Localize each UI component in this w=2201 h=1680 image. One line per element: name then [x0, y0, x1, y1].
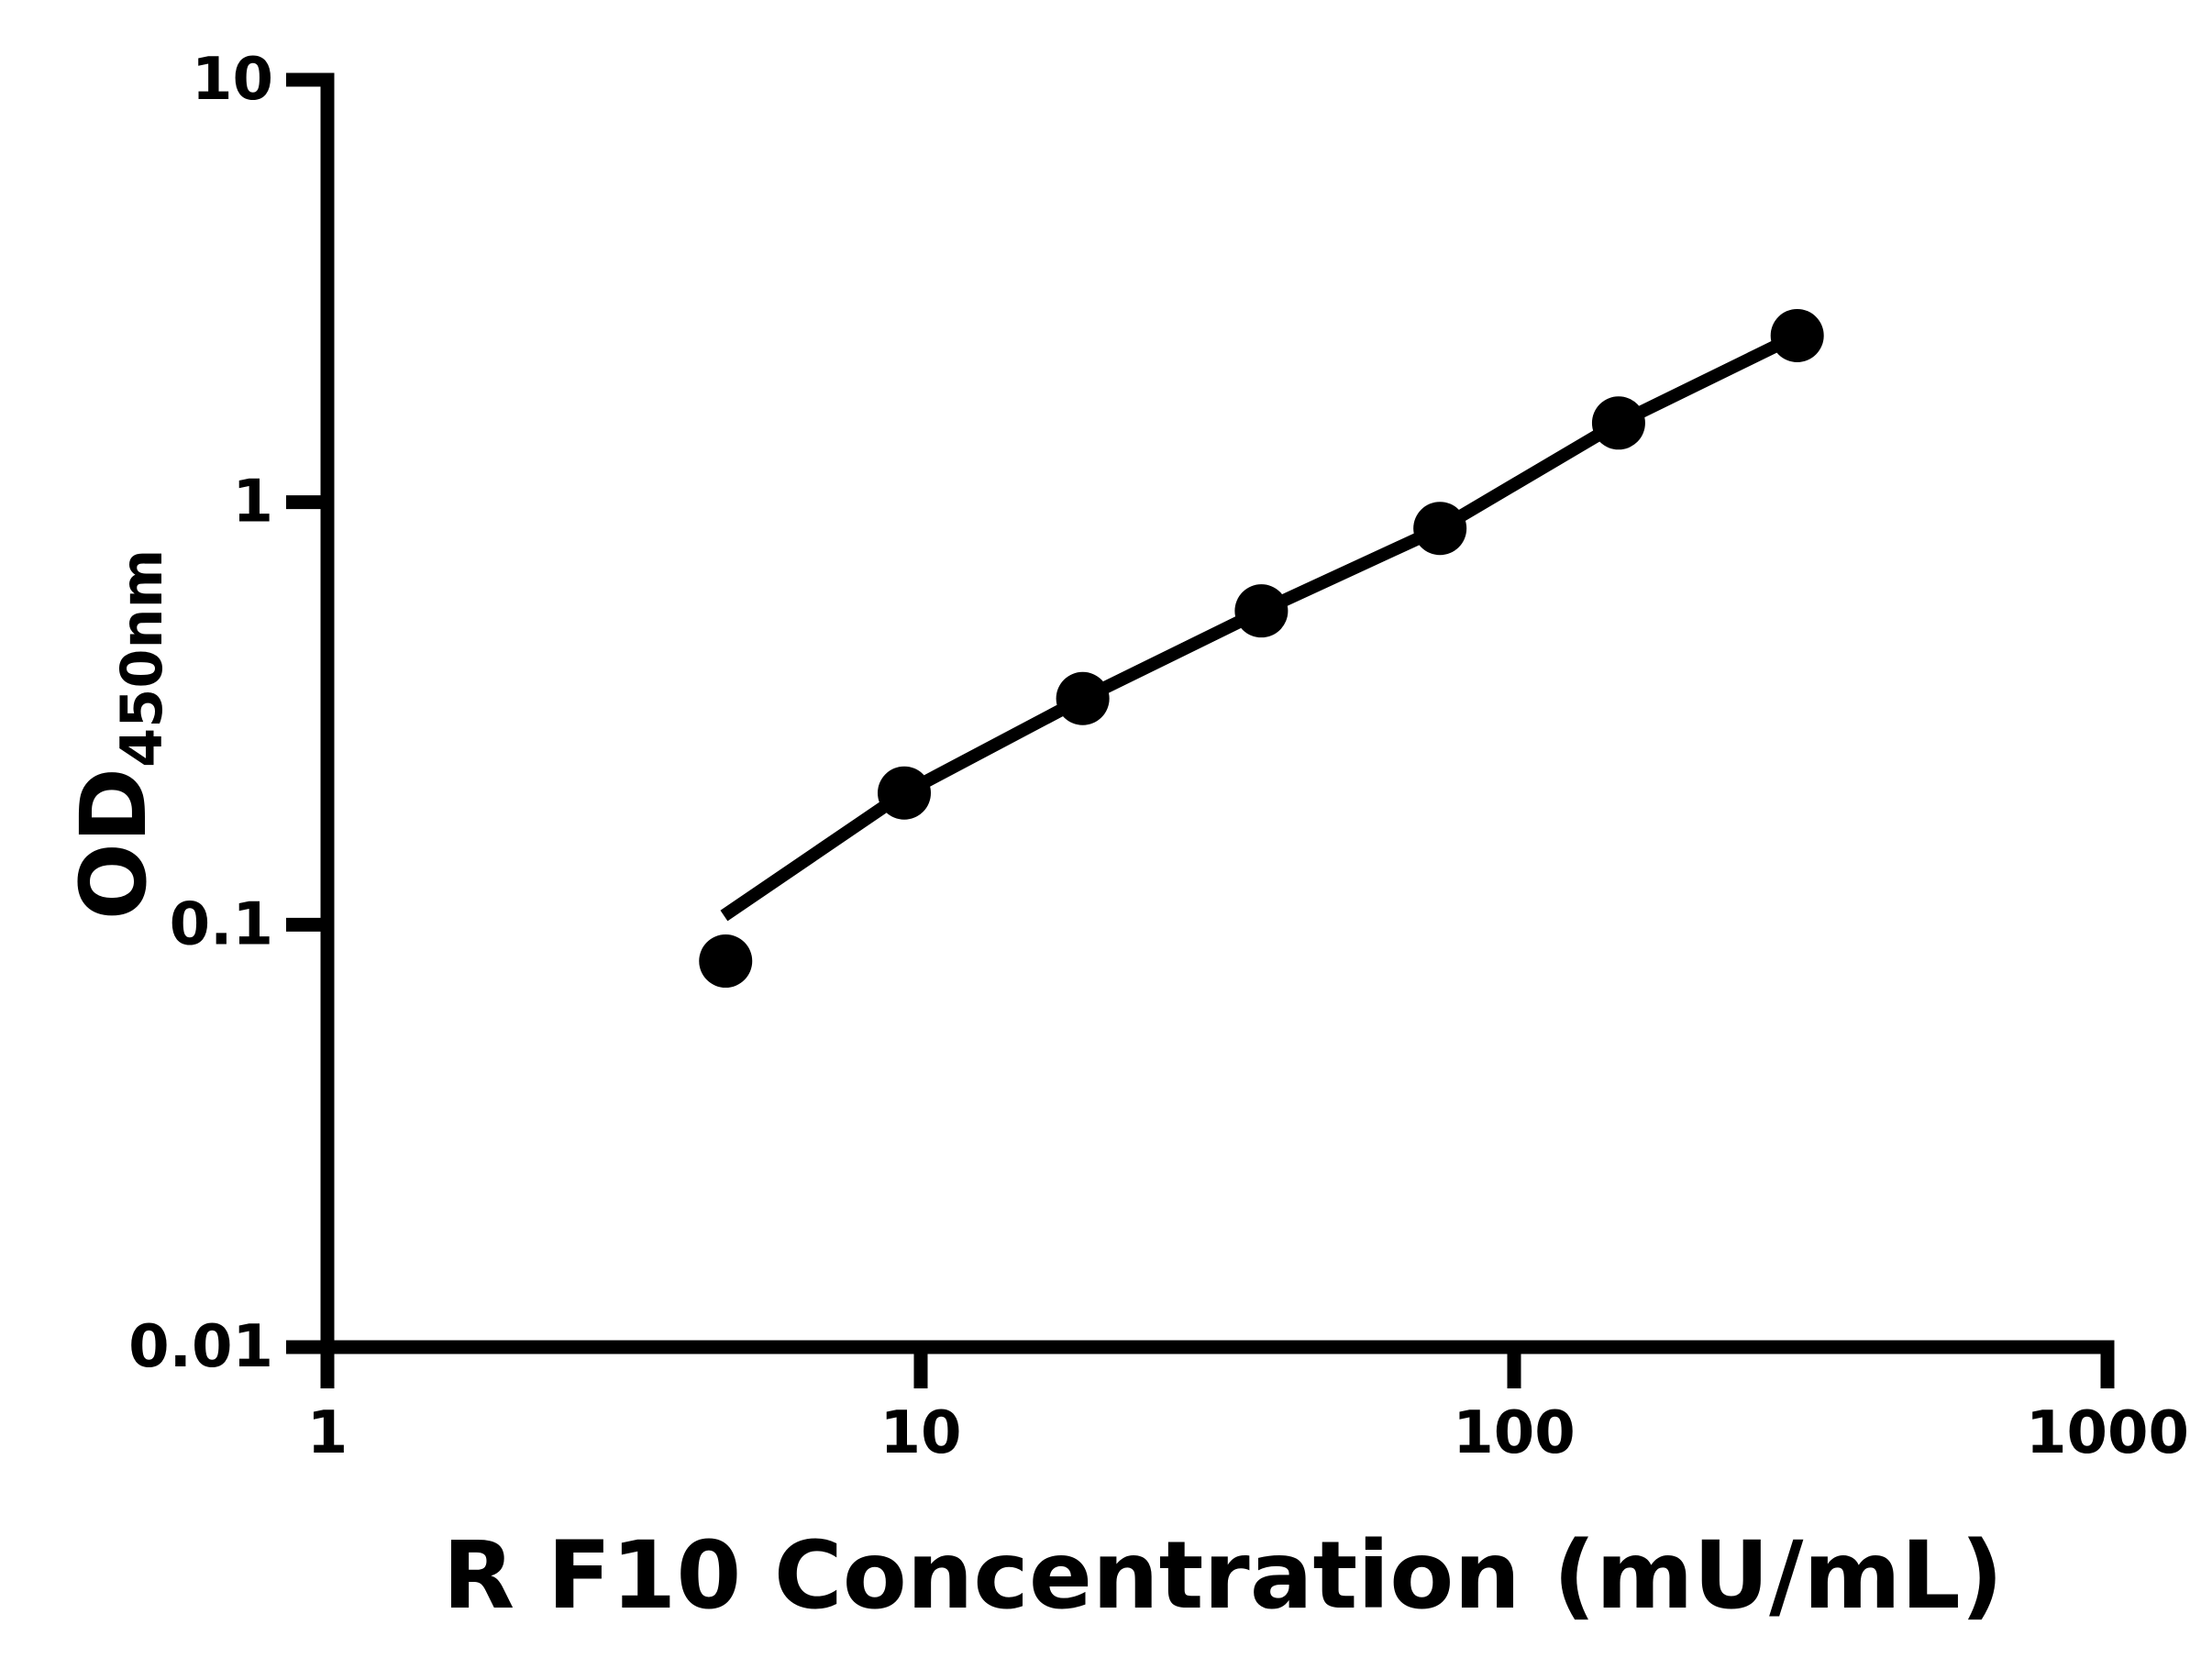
- data-point: [1056, 671, 1110, 725]
- y-axis-title: OD450nm: [61, 549, 175, 921]
- x-tick-label: 10: [879, 1399, 961, 1467]
- y-tick-label: 10: [192, 46, 273, 114]
- y-axis-title-sub: 450nm: [108, 549, 175, 768]
- elisa-standard-curve-figure: 0.01 0.1 1 10 1 10 100 1000 R F10 Concentration …: [37, 15, 2201, 1665]
- y-tick-label: 1: [232, 469, 273, 536]
- x-tick-label: 1000: [2026, 1399, 2189, 1467]
- x-axis-title: R F10 Concentration (mU/mL): [443, 1521, 2004, 1630]
- standard-curve-chart: 0.01 0.1 1 10 1 10 100 1000 R F10 Concentration …: [61, 46, 2189, 1630]
- data-point: [1770, 308, 1824, 362]
- data-point: [1413, 502, 1467, 556]
- y-axis-title-main: OD: [61, 768, 167, 920]
- y-tick-label: 0.01: [128, 1313, 273, 1381]
- axes-spine: [320, 73, 2114, 1354]
- x-tick-label: 1: [307, 1399, 348, 1467]
- data-point: [1591, 396, 1645, 450]
- y-tick-label: 0.1: [170, 890, 273, 958]
- data-point: [878, 766, 932, 820]
- data-point: [699, 934, 753, 989]
- data-point: [1234, 584, 1289, 638]
- x-tick-label: 100: [1453, 1399, 1576, 1467]
